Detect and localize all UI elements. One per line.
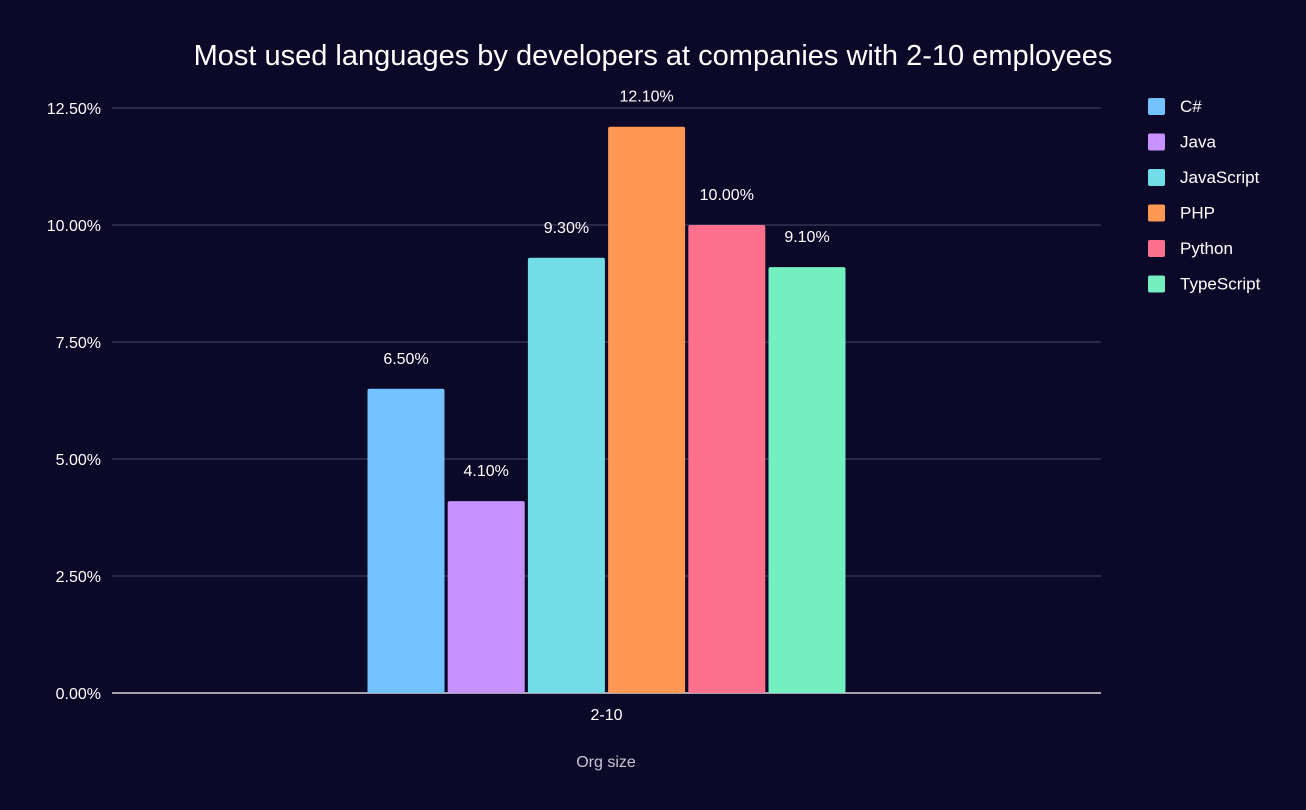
- legend-label: TypeScript: [1180, 275, 1261, 294]
- x-tick-label: 2-10: [590, 707, 622, 724]
- bar-javascript: [527, 257, 605, 693]
- y-tick-label: 12.50%: [47, 101, 101, 118]
- legend-swatch: [1148, 169, 1165, 186]
- legend-item[interactable]: TypeScript: [1148, 275, 1261, 294]
- legend-item[interactable]: Java: [1148, 133, 1216, 152]
- legend-label: JavaScript: [1180, 168, 1260, 187]
- y-tick-label: 0.00%: [56, 686, 101, 703]
- y-axis-ticks: 0.00% 2.50% 5.00% 7.50% 10.00% 12.50%: [47, 101, 101, 703]
- y-tick-label: 10.00%: [47, 218, 101, 235]
- legend-item[interactable]: Python: [1148, 239, 1233, 258]
- legend-swatch: [1148, 240, 1165, 257]
- y-tick-label: 5.00%: [56, 452, 101, 469]
- bar-php: [608, 126, 686, 694]
- data-label: 9.10%: [784, 229, 829, 246]
- data-label: 12.10%: [619, 89, 673, 106]
- gridlines: [112, 107, 1101, 694]
- legend-item[interactable]: JavaScript: [1148, 168, 1260, 187]
- x-axis-ticks: 2-10: [590, 707, 622, 724]
- legend-label: Java: [1180, 133, 1216, 152]
- bar-python: [688, 225, 766, 693]
- data-labels: 6.50% 4.10% 9.30% 12.10% 10.00% 9.10%: [383, 89, 829, 480]
- bar-java: [447, 501, 525, 693]
- x-axis-label: Org size: [576, 754, 636, 771]
- data-label: 10.00%: [700, 187, 754, 204]
- data-label: 9.30%: [544, 220, 589, 237]
- legend-label: PHP: [1180, 204, 1215, 223]
- bar-c-: [367, 388, 445, 693]
- legend-label: Python: [1180, 239, 1233, 258]
- legend-swatch: [1148, 98, 1165, 115]
- legend-item[interactable]: C#: [1148, 97, 1202, 116]
- bar-typescript: [768, 267, 846, 693]
- legend-label: C#: [1180, 97, 1202, 116]
- data-label: 6.50%: [383, 351, 428, 368]
- legend-swatch: [1148, 204, 1165, 222]
- legend-swatch: [1148, 275, 1165, 293]
- legend-swatch: [1148, 133, 1165, 151]
- chart-title: Most used languages by developers at com…: [194, 40, 1113, 72]
- y-tick-label: 2.50%: [56, 569, 101, 586]
- legend-item[interactable]: PHP: [1148, 204, 1215, 223]
- legend: C# Java JavaScript PHP Python TypeScript: [1148, 97, 1261, 294]
- bars: [367, 126, 846, 694]
- data-label: 4.10%: [464, 463, 509, 480]
- y-tick-label: 7.50%: [56, 335, 101, 352]
